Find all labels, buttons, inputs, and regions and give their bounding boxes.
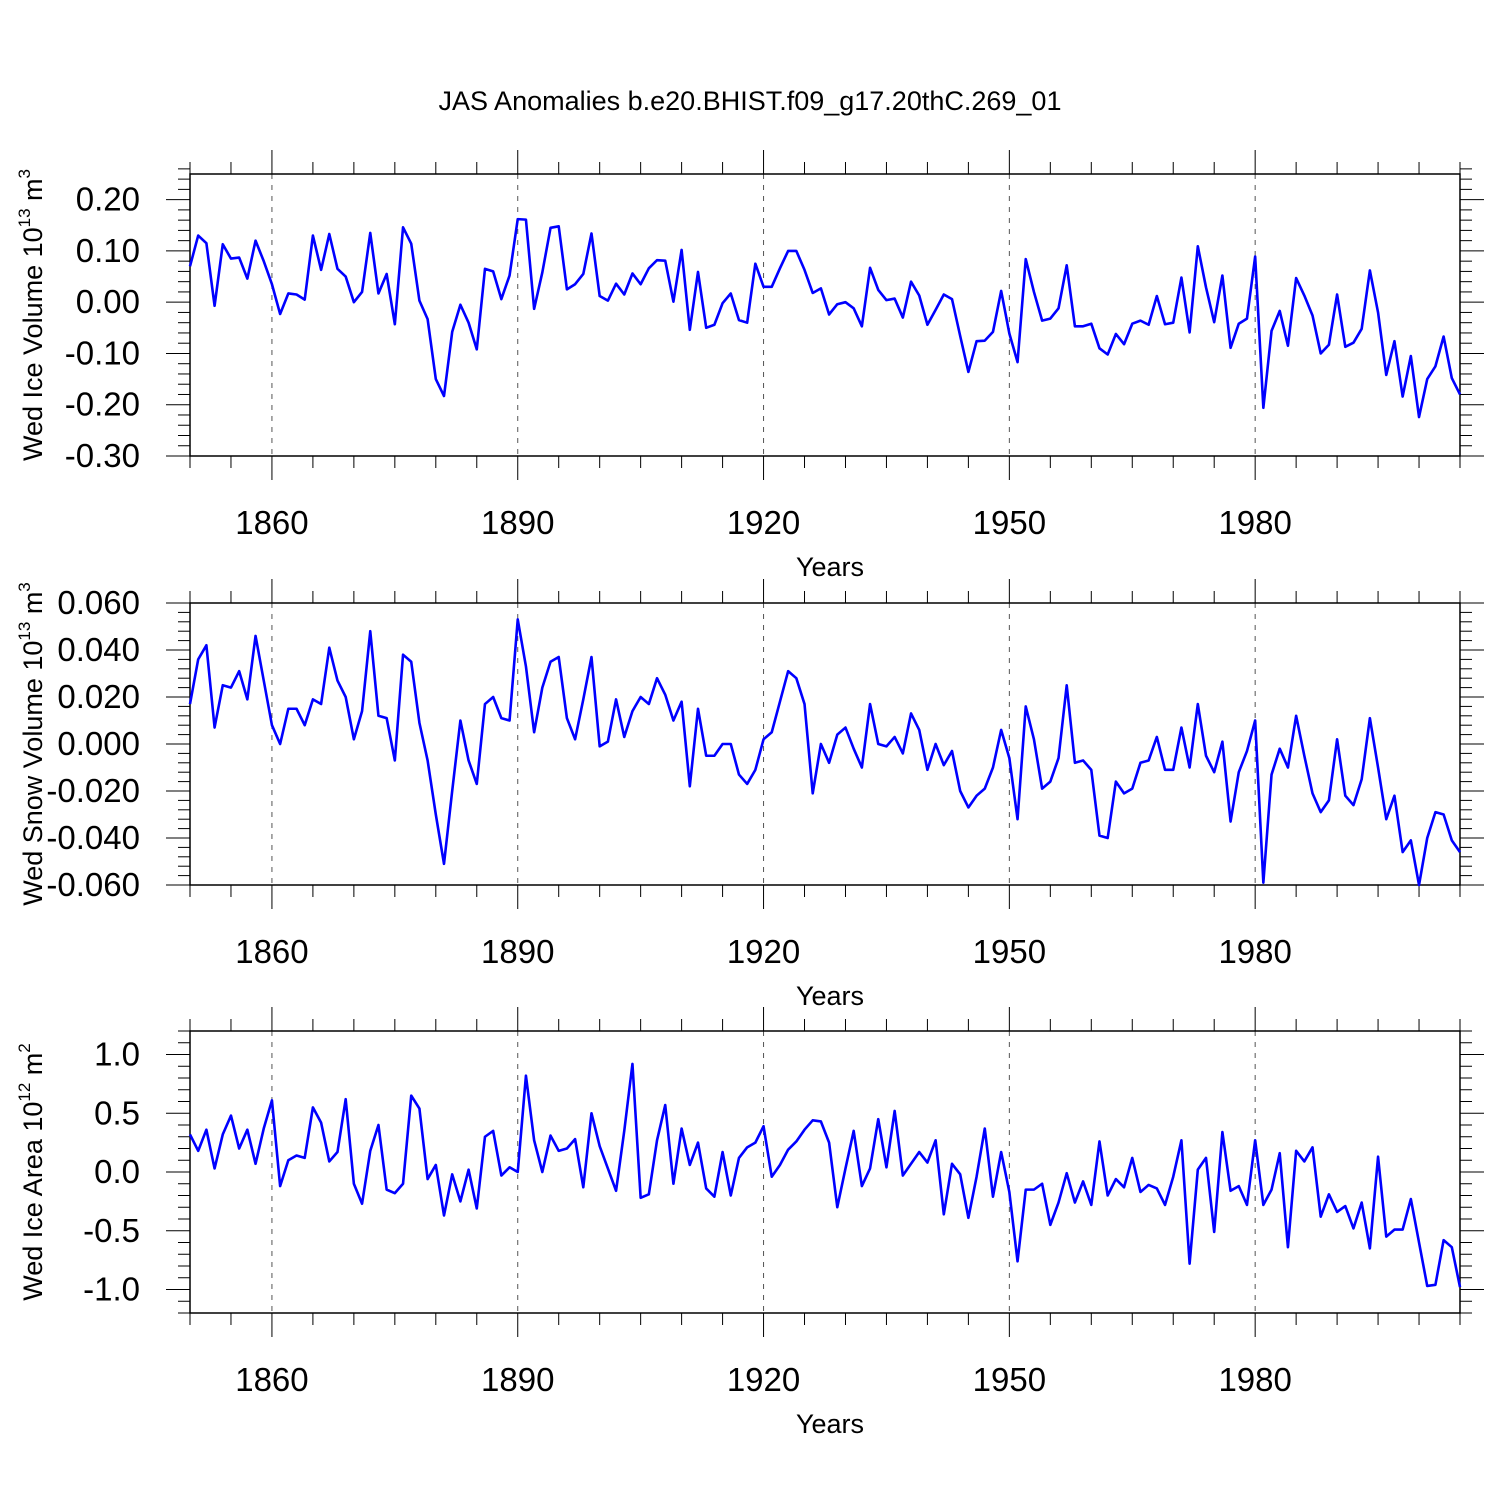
y-tick-label: 0.020 <box>57 678 140 715</box>
x-tick-label: 1860 <box>235 1361 308 1398</box>
axis-ticks <box>166 579 1484 909</box>
x-tick-label: 1980 <box>1218 1361 1291 1398</box>
y-tick-label: -0.10 <box>65 334 140 371</box>
x-tick-labels: 1860 1890 1920 1950 1980 <box>235 1361 1292 1398</box>
y-tick-label: -0.30 <box>65 437 140 474</box>
ice-volume-series-line <box>188 217 1462 419</box>
y-tick-label: -0.20 <box>65 386 140 423</box>
x-tick-label: 1950 <box>973 504 1046 541</box>
y-axis-title-unit: m <box>18 592 48 622</box>
y-tick-label: 1.0 <box>94 1036 140 1073</box>
y-axis-title: Wed Ice Volume 1013 m3 <box>15 169 48 461</box>
y-tick-label: 0.0 <box>94 1153 140 1190</box>
x-tick-label: 1920 <box>727 1361 800 1398</box>
y-tick-label: -0.5 <box>83 1212 140 1249</box>
y-tick-label: 0.20 <box>76 181 140 218</box>
snow-volume-series-line <box>188 618 1462 887</box>
figure-title: JAS Anomalies b.e20.BHIST.f09_g17.20thC.… <box>439 86 1062 116</box>
x-axis-title: Years <box>796 552 864 582</box>
axis-ticks <box>166 1007 1484 1337</box>
y-tick-label: 0.000 <box>57 725 140 762</box>
axis-ticks <box>166 150 1484 480</box>
x-tick-label: 1950 <box>973 1361 1046 1398</box>
plot-frame <box>189 602 1461 886</box>
y-tick-labels: 0.060 0.040 0.020 0.000 -0.020 -0.040 -0.060 <box>46 584 140 903</box>
year-gridlines <box>271 603 1256 885</box>
y-axis-title: Wed Ice Area 1012 m2 <box>15 1043 48 1301</box>
x-axis-title: Years <box>796 981 864 1011</box>
y-axis-title-exponent: 12 <box>15 1083 34 1102</box>
year-gridlines <box>271 174 1256 456</box>
y-axis-title: Wed Snow Volume 1013 m3 <box>15 582 48 906</box>
x-tick-label: 1950 <box>973 933 1046 970</box>
y-tick-labels: 1.0 0.5 0.0 -0.5 -1.0 <box>83 1036 140 1308</box>
x-tick-label: 1890 <box>481 933 554 970</box>
y-axis-title-unit: m <box>18 178 48 208</box>
y-axis-title-exponent: 13 <box>15 622 34 641</box>
y-axis-title-main: Wed Snow Volume 10 <box>18 641 48 906</box>
x-tick-label: 1980 <box>1218 933 1291 970</box>
plot-frame <box>189 173 1461 457</box>
y-axis-title-unit: m <box>18 1053 48 1083</box>
y-axis-title-unit-exponent: 3 <box>15 582 34 591</box>
x-axis-title: Years <box>796 1409 864 1439</box>
y-tick-label: 0.060 <box>57 584 140 621</box>
x-tick-label: 1980 <box>1218 504 1291 541</box>
x-tick-label: 1890 <box>481 504 554 541</box>
y-tick-label: 0.10 <box>76 232 140 269</box>
y-axis-title-main: Wed Ice Volume 10 <box>18 227 48 461</box>
y-tick-label: -0.060 <box>46 866 140 903</box>
y-tick-label: 0.00 <box>76 283 140 320</box>
y-tick-label: 0.5 <box>94 1094 140 1131</box>
y-tick-label: 0.040 <box>57 631 140 668</box>
y-axis-title-exponent: 13 <box>15 208 34 227</box>
y-tick-label: -1.0 <box>83 1271 140 1308</box>
y-axis-title-unit-exponent: 2 <box>15 1043 34 1052</box>
y-axis-title-unit-exponent: 3 <box>15 169 34 178</box>
ice-volume-panel: 0.20 0.10 0.00 -0.10 -0.20 -0.30 1860 1890 1920… <box>15 150 1484 582</box>
ice-area-series-line <box>188 1062 1462 1288</box>
year-gridlines <box>271 1031 1256 1313</box>
x-tick-labels: 1860 1890 1920 1950 1980 <box>235 933 1292 970</box>
x-tick-labels: 1860 1890 1920 1950 1980 <box>235 504 1292 541</box>
plot-frame <box>189 1030 1461 1314</box>
x-tick-label: 1860 <box>235 504 308 541</box>
ice-area-panel: 1.0 0.5 0.0 -0.5 -1.0 1860 1890 1920 1950 1980 Y… <box>15 1007 1484 1439</box>
x-tick-label: 1920 <box>727 504 800 541</box>
snow-volume-panel: 0.060 0.040 0.020 0.000 -0.020 -0.040 -0.060 1… <box>15 579 1484 1011</box>
y-axis-title-main: Wed Ice Area 10 <box>18 1102 48 1301</box>
x-tick-label: 1920 <box>727 933 800 970</box>
y-tick-label: -0.040 <box>46 819 140 856</box>
y-tick-labels: 0.20 0.10 0.00 -0.10 -0.20 -0.30 <box>65 181 140 474</box>
y-tick-label: -0.020 <box>46 772 140 809</box>
x-tick-label: 1890 <box>481 1361 554 1398</box>
x-tick-label: 1860 <box>235 933 308 970</box>
